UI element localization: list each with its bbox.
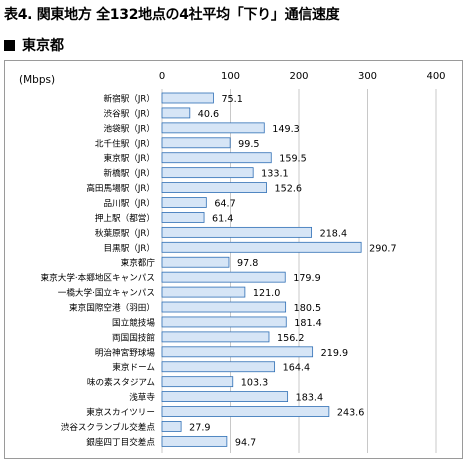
data-label: 94.7 bbox=[235, 437, 256, 448]
category-label: 高田馬場駅（JR） bbox=[86, 182, 155, 194]
bar bbox=[161, 301, 287, 313]
data-label: 149.3 bbox=[272, 124, 299, 135]
bar bbox=[161, 391, 289, 403]
category-label: 秋葉原駅（JR） bbox=[95, 227, 155, 239]
bar bbox=[161, 376, 234, 388]
bar bbox=[161, 137, 231, 149]
data-label: 183.4 bbox=[296, 393, 323, 404]
category-label: 東京都庁 bbox=[121, 257, 156, 269]
y-axis-label: (Mbps) bbox=[19, 74, 55, 86]
category-label: 北千住駅（JR） bbox=[95, 137, 155, 149]
bar bbox=[161, 421, 182, 432]
bar bbox=[161, 286, 246, 298]
category-label: 渋谷スクランブル交差点 bbox=[61, 421, 156, 433]
category-label: 東京大学·本郷地区キャンパス bbox=[41, 272, 155, 284]
category-label: 浅草寺 bbox=[129, 391, 155, 403]
data-label: 75.1 bbox=[221, 94, 242, 105]
bar bbox=[161, 197, 207, 208]
category-label: 東京駅（JR） bbox=[104, 152, 155, 164]
data-label: 99.5 bbox=[238, 139, 259, 150]
bar bbox=[161, 331, 270, 343]
data-label: 219.9 bbox=[321, 348, 348, 359]
data-label: 133.1 bbox=[261, 169, 288, 180]
x-axis-ticks: 0 100 200 300 400 bbox=[159, 71, 446, 82]
bar bbox=[161, 92, 214, 104]
category-label: 池袋駅（JR） bbox=[104, 122, 155, 134]
category-label: 東京ドーム bbox=[112, 361, 155, 373]
data-labels: 75.140.6 149.3 99.5 159.5 133.1 152.6 64.7 61.4… bbox=[189, 94, 396, 448]
bar bbox=[161, 256, 230, 268]
data-label: 152.6 bbox=[275, 184, 302, 195]
category-label: 渋谷駅（JR） bbox=[104, 107, 155, 119]
category-label: 一橋大学·国立キャンパス bbox=[58, 287, 155, 299]
data-label: 181.4 bbox=[294, 318, 321, 329]
bar bbox=[161, 182, 267, 193]
data-label: 27.9 bbox=[189, 422, 210, 433]
category-label: 両国国技館 bbox=[112, 331, 155, 343]
data-label: 218.4 bbox=[320, 228, 347, 239]
page-title: 表4. 関東地方 全132地点の4社平均「下り」通信速度 bbox=[4, 7, 340, 23]
data-label: 179.9 bbox=[293, 273, 320, 284]
category-label: 目黒駅（JR） bbox=[104, 243, 155, 254]
category-labels: 新宿駅（JR） 渋谷駅（JR） 池袋駅（JR） 北千住駅（JR） 東京駅（JR） 新橋駅（… bbox=[41, 93, 156, 448]
data-label: 103.3 bbox=[241, 378, 268, 389]
bar bbox=[161, 361, 276, 373]
data-label: 290.7 bbox=[369, 243, 396, 254]
category-label: 東京国際空港（羽田） bbox=[69, 302, 155, 314]
category-label: 国立競技場 bbox=[112, 316, 155, 328]
category-label: 銀座四丁目交差点 bbox=[86, 436, 155, 448]
category-label: 味の素スタジアム bbox=[87, 376, 156, 388]
bar bbox=[161, 241, 362, 253]
section-title-text: 東京都 bbox=[22, 38, 64, 54]
chart-container: (Mbps) 0 100 200 300 400 新宿駅（JR） 渋谷駅（JR） 池袋駅（J… bbox=[4, 60, 463, 459]
category-label: 新橋駅（JR） bbox=[104, 167, 155, 179]
x-tick-label: 300 bbox=[358, 71, 377, 82]
data-label: 159.5 bbox=[279, 154, 306, 165]
category-label: 新宿駅（JR） bbox=[104, 93, 155, 105]
bar bbox=[161, 212, 205, 223]
data-label: 243.6 bbox=[337, 408, 364, 419]
x-tick-label: 200 bbox=[289, 71, 308, 82]
bar bbox=[161, 226, 313, 238]
section-title: 東京都 bbox=[4, 35, 64, 55]
data-label: 164.4 bbox=[283, 363, 310, 374]
bar bbox=[161, 406, 330, 417]
bar bbox=[161, 346, 314, 358]
data-label: 40.6 bbox=[198, 109, 219, 120]
bar bbox=[161, 107, 191, 119]
data-label: 156.2 bbox=[277, 333, 304, 344]
bars bbox=[161, 92, 362, 447]
x-tick-label: 400 bbox=[426, 71, 445, 82]
x-tick-label: 0 bbox=[159, 71, 165, 82]
data-label: 64.7 bbox=[214, 199, 235, 210]
x-tick-label: 100 bbox=[221, 71, 240, 82]
data-label: 180.5 bbox=[294, 303, 321, 314]
data-label: 121.0 bbox=[253, 288, 280, 299]
category-label: 品川駅（JR） bbox=[104, 198, 155, 209]
category-label: 明治神宮野球場 bbox=[95, 346, 156, 358]
bar bbox=[161, 122, 265, 134]
bar bbox=[161, 271, 286, 283]
data-label: 61.4 bbox=[212, 213, 233, 224]
bar bbox=[161, 152, 272, 164]
category-label: 押上駅（都営） bbox=[95, 212, 155, 224]
bar bbox=[161, 167, 254, 179]
data-label: 97.8 bbox=[237, 258, 258, 269]
category-label: 東京スカイツリー bbox=[86, 406, 155, 418]
bar bbox=[161, 316, 287, 328]
bar bbox=[161, 435, 228, 447]
bar-chart: (Mbps) 0 100 200 300 400 新宿駅（JR） 渋谷駅（JR） 池袋駅（J… bbox=[19, 71, 446, 453]
square-bullet-icon bbox=[4, 40, 15, 51]
